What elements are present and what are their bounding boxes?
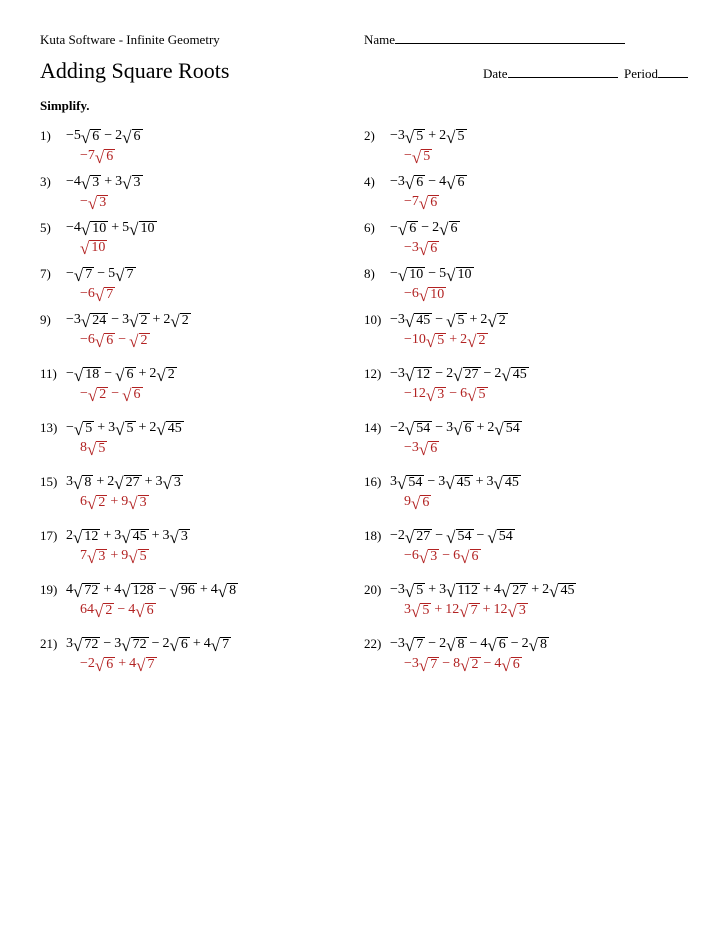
- problem-answer: −12√3−6√5: [404, 386, 688, 402]
- problem-answer: 6√2+9√3: [80, 494, 364, 510]
- problem-expression: −3√6−4√6: [390, 174, 467, 190]
- problem-expression: −3√45−√5+2√2: [390, 312, 508, 328]
- problem-item: 4)−3√6−4√6 −7√6: [364, 174, 688, 210]
- problem-expression: −3√12−2√27−2√45: [390, 366, 529, 382]
- problem-expression: −√5+3√5+2√45: [66, 420, 184, 436]
- problem-number: 10): [364, 312, 390, 328]
- problem-answer: 7√3+9√5: [80, 548, 364, 564]
- problem-item: 9)−3√24−3√2+2√2 −6√6−√2: [40, 312, 364, 348]
- problem-expression: −4√3+3√3: [66, 174, 143, 190]
- problem-item: 22)−3√7−2√8−4√6−2√8 −3√7−8√2−4√6: [364, 636, 688, 672]
- problem-expression: −3√5+2√5: [390, 128, 467, 144]
- problem-number: 5): [40, 220, 66, 236]
- problem-number: 17): [40, 528, 66, 544]
- problem-answer: −2√6+4√7: [80, 656, 364, 672]
- problem-answer: −√2−√6: [80, 386, 364, 402]
- problem-answer: −6√10: [404, 286, 688, 302]
- problem-number: 19): [40, 582, 66, 598]
- problem-expression: −√10−5√10: [390, 266, 474, 282]
- problem-number: 3): [40, 174, 66, 190]
- problem-expression: −3√5+3√112+4√27+2√45: [390, 582, 576, 598]
- problem-item: 2)−3√5+2√5 −√5: [364, 128, 688, 164]
- problem-expression: −5√6−2√6: [66, 128, 143, 144]
- problem-number: 7): [40, 266, 66, 282]
- problem-answer: −3√6: [404, 440, 688, 456]
- problem-number: 16): [364, 474, 390, 490]
- problem-number: 20): [364, 582, 390, 598]
- name-label: Name: [364, 32, 395, 47]
- problem-item: 8)−√10−5√10 −6√10: [364, 266, 688, 302]
- problem-number: 22): [364, 636, 390, 652]
- header-name: Name: [364, 32, 688, 48]
- problem-expression: −2√54−3√6+2√54: [390, 420, 522, 436]
- problem-expression: 3√72−3√72−2√6+4√7: [66, 636, 231, 652]
- problem-expression: −√18−√6+2√2: [66, 366, 177, 382]
- problem-number: 18): [364, 528, 390, 544]
- problem-item: 21)3√72−3√72−2√6+4√7 −2√6+4√7: [40, 636, 364, 672]
- problem-item: 10)−3√45−√5+2√2 −10√5+2√2: [364, 312, 688, 348]
- problem-answer: 8√5: [80, 440, 364, 456]
- problem-item: 20)−3√5+3√112+4√27+2√45 3√5+12√7+12√3: [364, 582, 688, 618]
- problem-item: 3)−4√3+3√3 −√3: [40, 174, 364, 210]
- problem-item: 5)−4√10+5√10 √10: [40, 220, 364, 256]
- problem-item: 16)3√54−3√45+3√45 9√6: [364, 474, 688, 510]
- problem-number: 12): [364, 366, 390, 382]
- problem-number: 15): [40, 474, 66, 490]
- problem-number: 4): [364, 174, 390, 190]
- problem-item: 18)−2√27−√54−√54 −6√3−6√6: [364, 528, 688, 564]
- problem-expression: −2√27−√54−√54: [390, 528, 515, 544]
- problem-answer: −√3: [80, 194, 364, 210]
- problem-answer: −10√5+2√2: [404, 332, 688, 348]
- problem-expression: −√7−5√7: [66, 266, 136, 282]
- instruction: Simplify.: [40, 98, 688, 114]
- problem-answer: −√5: [404, 148, 688, 164]
- problem-number: 1): [40, 128, 66, 144]
- date-label: Date: [483, 66, 508, 81]
- header-software: Kuta Software - Infinite Geometry: [40, 32, 364, 48]
- problem-item: 13)−√5+3√5+2√45 8√5: [40, 420, 364, 456]
- period-label: Period: [624, 66, 658, 81]
- problem-item: 19)4√72+4√128−√96+4√8 64√2−4√6: [40, 582, 364, 618]
- problem-item: 14)−2√54−3√6+2√54 −3√6: [364, 420, 688, 456]
- problem-answer: −3√6: [404, 240, 688, 256]
- problem-number: 9): [40, 312, 66, 328]
- problem-answer: −7√6: [404, 194, 688, 210]
- problem-grid: 1)−5√6−2√6−7√62)−3√5+2√5−√53)−4√3+3√3−√3…: [40, 128, 688, 690]
- problem-number: 14): [364, 420, 390, 436]
- problem-item: 7)−√7−5√7 −6√7: [40, 266, 364, 302]
- problem-expression: −3√7−2√8−4√6−2√8: [390, 636, 549, 652]
- problem-expression: 4√72+4√128−√96+4√8: [66, 582, 238, 598]
- problem-item: 1)−5√6−2√6 −7√6: [40, 128, 364, 164]
- problem-item: 15)3√8+2√27+3√3 6√2+9√3: [40, 474, 364, 510]
- page-title: Adding Square Roots: [40, 58, 229, 84]
- problem-expression: 3√8+2√27+3√3: [66, 474, 183, 490]
- problem-number: 11): [40, 366, 66, 382]
- problem-expression: 3√54−3√45+3√45: [390, 474, 521, 490]
- problem-item: 17)2√12+3√45+3√3 7√3+9√5: [40, 528, 364, 564]
- problem-answer: −6√3−6√6: [404, 548, 688, 564]
- problem-item: 6)−√6−2√6 −3√6: [364, 220, 688, 256]
- problem-number: 6): [364, 220, 390, 236]
- problem-number: 13): [40, 420, 66, 436]
- problem-answer: −6√6−√2: [80, 332, 364, 348]
- problem-answer: −7√6: [80, 148, 364, 164]
- problem-number: 21): [40, 636, 66, 652]
- problem-number: 8): [364, 266, 390, 282]
- problem-answer: 3√5+12√7+12√3: [404, 602, 688, 618]
- problem-number: 2): [364, 128, 390, 144]
- problem-expression: 2√12+3√45+3√3: [66, 528, 190, 544]
- problem-answer: 64√2−4√6: [80, 602, 364, 618]
- problem-answer: −3√7−8√2−4√6: [404, 656, 688, 672]
- problem-expression: −3√24−3√2+2√2: [66, 312, 191, 328]
- problem-expression: −4√10+5√10: [66, 220, 157, 236]
- problem-answer: √10: [80, 240, 364, 255]
- problem-expression: −√6−2√6: [390, 220, 460, 236]
- problem-answer: 9√6: [404, 494, 688, 510]
- problem-item: 11)−√18−√6+2√2 −√2−√6: [40, 366, 364, 402]
- problem-item: 12)−3√12−2√27−2√45 −12√3−6√5: [364, 366, 688, 402]
- problem-answer: −6√7: [80, 286, 364, 302]
